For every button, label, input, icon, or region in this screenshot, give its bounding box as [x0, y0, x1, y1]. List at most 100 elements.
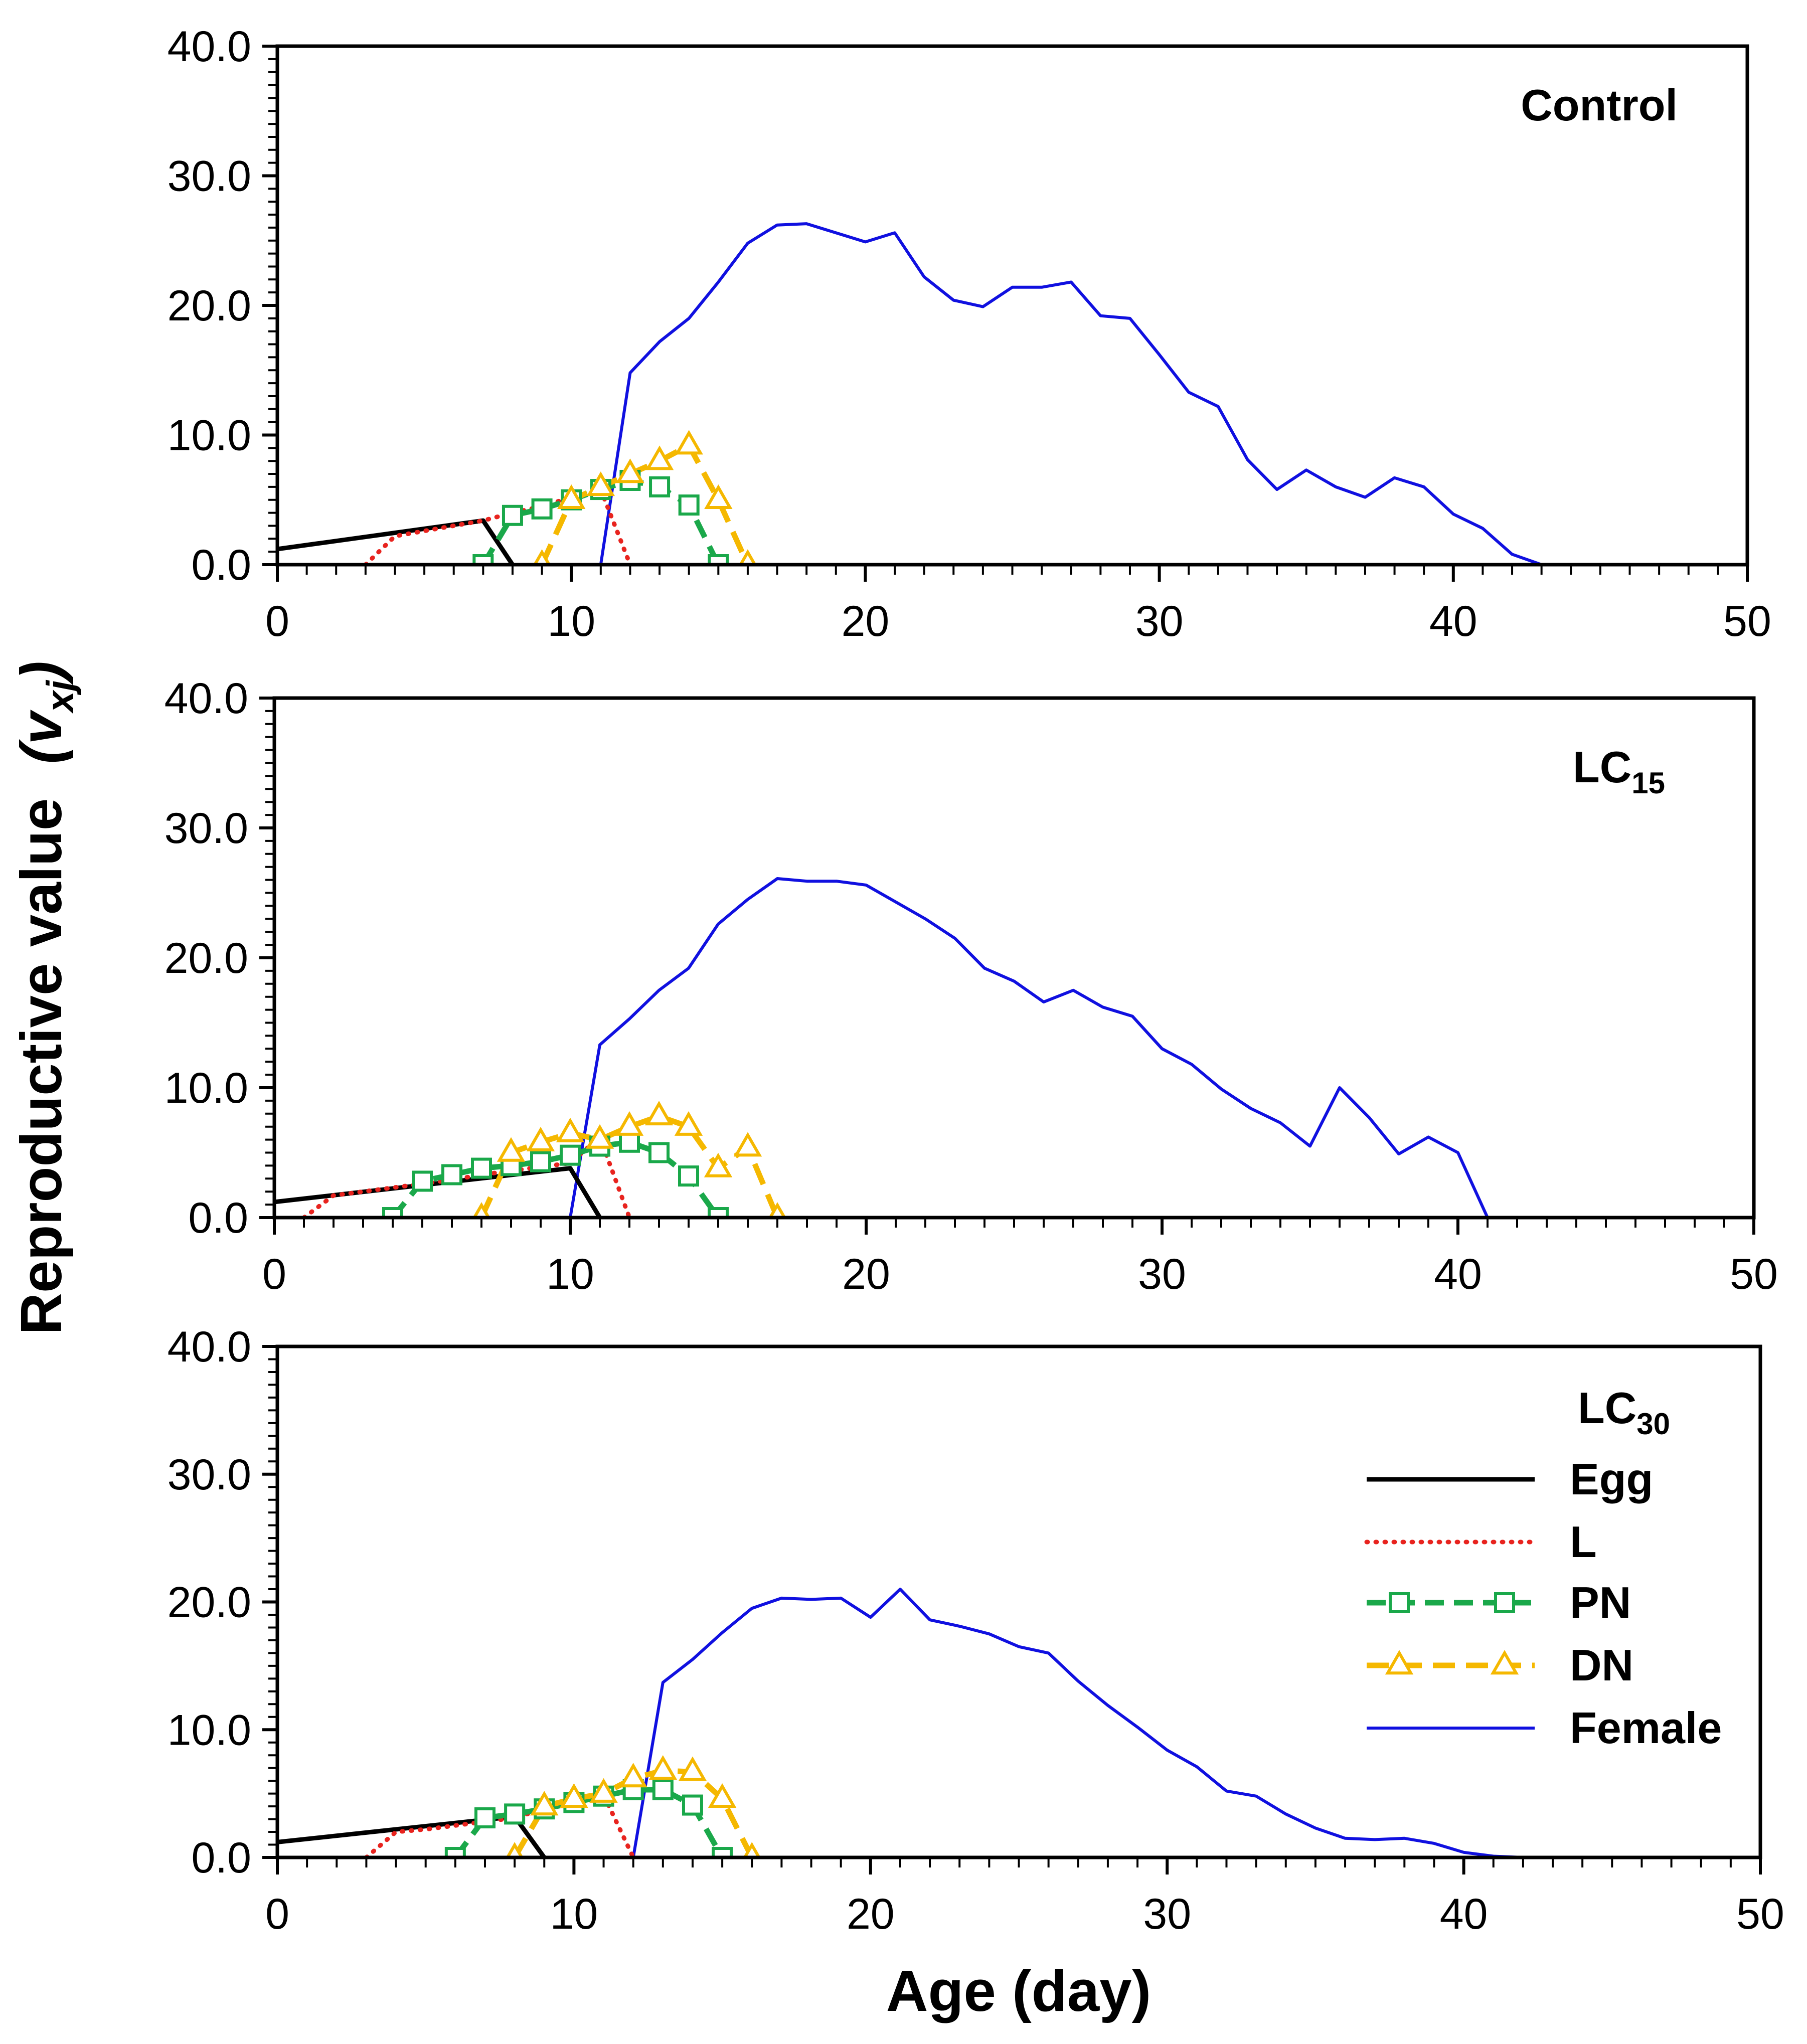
- series-dn-point: [768, 1202, 786, 1218]
- y-axis-symbol-base: v: [9, 710, 74, 745]
- x-tick-label: 0: [265, 597, 289, 645]
- y-tick-label: 20.0: [165, 934, 248, 982]
- series-pn-point: [708, 1207, 729, 1218]
- series-female-line: [599, 222, 1542, 565]
- series-pn-point: [708, 554, 729, 565]
- series-female-line: [631, 1588, 1524, 1857]
- panel-label-sub: 30: [1636, 1407, 1670, 1441]
- x-tick-label: 50: [1736, 1890, 1784, 1938]
- series-pn-point: [444, 1847, 466, 1857]
- series-pn-point: [472, 554, 494, 565]
- series-pn-point: [678, 1165, 699, 1187]
- legend-label: Egg: [1570, 1454, 1653, 1504]
- legend-item-dn: DN: [1367, 1640, 1633, 1690]
- x-tick-label: 30: [1135, 597, 1184, 645]
- panel-label-text: Control: [1521, 80, 1678, 130]
- y-tick-label: 30.0: [165, 804, 248, 853]
- legend-marker: [1494, 1592, 1515, 1613]
- y-tick-label: 30.0: [168, 152, 251, 201]
- plot-area: [274, 877, 1489, 1218]
- series-dn-point: [616, 458, 644, 483]
- x-tick-label: 50: [1723, 597, 1771, 645]
- y-tick-label: 10.0: [168, 1706, 251, 1754]
- series-pn-point: [382, 1207, 403, 1218]
- series-dn-point: [585, 1124, 614, 1149]
- panel-label: Control: [1521, 80, 1678, 130]
- plot-frame: [272, 696, 1756, 1220]
- legend-marker: [1490, 1650, 1519, 1675]
- legend-label: PN: [1570, 1578, 1631, 1627]
- series-pn-point: [530, 1151, 551, 1172]
- x-tick-label: 20: [842, 597, 890, 645]
- series-dn-point: [675, 430, 703, 455]
- y-tick-label: 10.0: [165, 1064, 248, 1112]
- series-dn-point: [644, 1101, 674, 1126]
- series-dn-point: [645, 445, 674, 470]
- series-dn-point: [708, 1783, 737, 1808]
- y-tick-label: 40.0: [168, 1323, 251, 1371]
- series-dn-point: [619, 1763, 647, 1788]
- series-pn-point: [504, 1803, 526, 1825]
- legend-item-egg: Egg: [1367, 1454, 1653, 1504]
- series-pn-point: [471, 1157, 492, 1179]
- panel-label-text: LC: [1578, 1383, 1636, 1433]
- series-egg-line: [274, 1166, 602, 1218]
- x-tick-label: 10: [550, 1890, 598, 1938]
- series-dn-point: [674, 1111, 703, 1136]
- legend-marker: [1385, 1650, 1414, 1675]
- legend-label: DN: [1570, 1640, 1633, 1690]
- legend-item-pn: PN: [1367, 1578, 1631, 1627]
- series-pn-point: [649, 476, 671, 497]
- series-dn-point: [497, 1137, 526, 1162]
- legend-marker: [1389, 1592, 1410, 1613]
- series-dn-point: [615, 1111, 644, 1136]
- x-tick-label: 10: [547, 597, 595, 645]
- plot-area: [277, 222, 1542, 565]
- series-dn-point: [533, 549, 551, 565]
- x-tick-label: 20: [842, 1250, 890, 1298]
- series-dn-point: [556, 1117, 585, 1142]
- series-dn-point: [586, 471, 615, 496]
- y-tick-label: 40.0: [168, 23, 251, 71]
- series-pn-point: [560, 1144, 581, 1166]
- series-dn-point: [648, 1755, 678, 1780]
- y-tick-label: 20.0: [168, 1579, 251, 1627]
- y-tick-label: 0.0: [191, 1834, 251, 1882]
- series-dn-point: [589, 1778, 618, 1803]
- series-dn-point: [506, 1842, 524, 1857]
- legend-item-female: Female: [1367, 1703, 1722, 1753]
- panel-1: 0.0 10.0 20.0 30.0 40.0 0 10 20 30 40 50 Control: [168, 23, 1771, 645]
- legend-label: Female: [1570, 1703, 1722, 1753]
- legend-item-l: L: [1364, 1517, 1597, 1567]
- series-dn-point: [560, 1783, 588, 1808]
- y-axis-symbol: (vxj): [9, 661, 82, 764]
- series-female-line: [569, 877, 1489, 1218]
- series-dn-point: [733, 1132, 762, 1157]
- x-tick-label: 20: [847, 1890, 895, 1938]
- x-tick-label: 40: [1440, 1890, 1488, 1938]
- legend: Egg L PN DN Female: [1364, 1454, 1722, 1753]
- series-pn-point: [441, 1164, 462, 1185]
- series-dn-point: [526, 1126, 555, 1151]
- x-tick-label: 50: [1730, 1250, 1778, 1298]
- x-axis-title: Age (day): [886, 1958, 1152, 2023]
- panel-2: 0.0 10.0 20.0 30.0 40.0 0 10 20 30 40 50 LC15: [165, 674, 1778, 1298]
- x-tick-label: 0: [262, 1250, 286, 1298]
- x-tick-label: 30: [1138, 1250, 1186, 1298]
- series-pn-line: [453, 1787, 725, 1857]
- series-pn-point: [502, 504, 523, 526]
- panels-layer: 0.010.020.030.040.00 10 20 30 40 50Control0.0…: [165, 23, 1784, 1938]
- panel-label-text: LC: [1573, 742, 1631, 792]
- series-l-line: [363, 487, 632, 565]
- series-dn-point: [704, 484, 733, 509]
- x-tick-label: 40: [1429, 597, 1477, 645]
- x-tick-label: 10: [546, 1250, 594, 1298]
- panel-label: LC30: [1578, 1383, 1670, 1441]
- series-pn-point: [678, 494, 700, 516]
- series-dn-point: [557, 484, 586, 509]
- y-tick-label: 10.0: [168, 412, 251, 460]
- series-pn-point: [412, 1170, 433, 1192]
- y-tick-label: 40.0: [165, 674, 248, 723]
- legend-label: L: [1570, 1517, 1597, 1567]
